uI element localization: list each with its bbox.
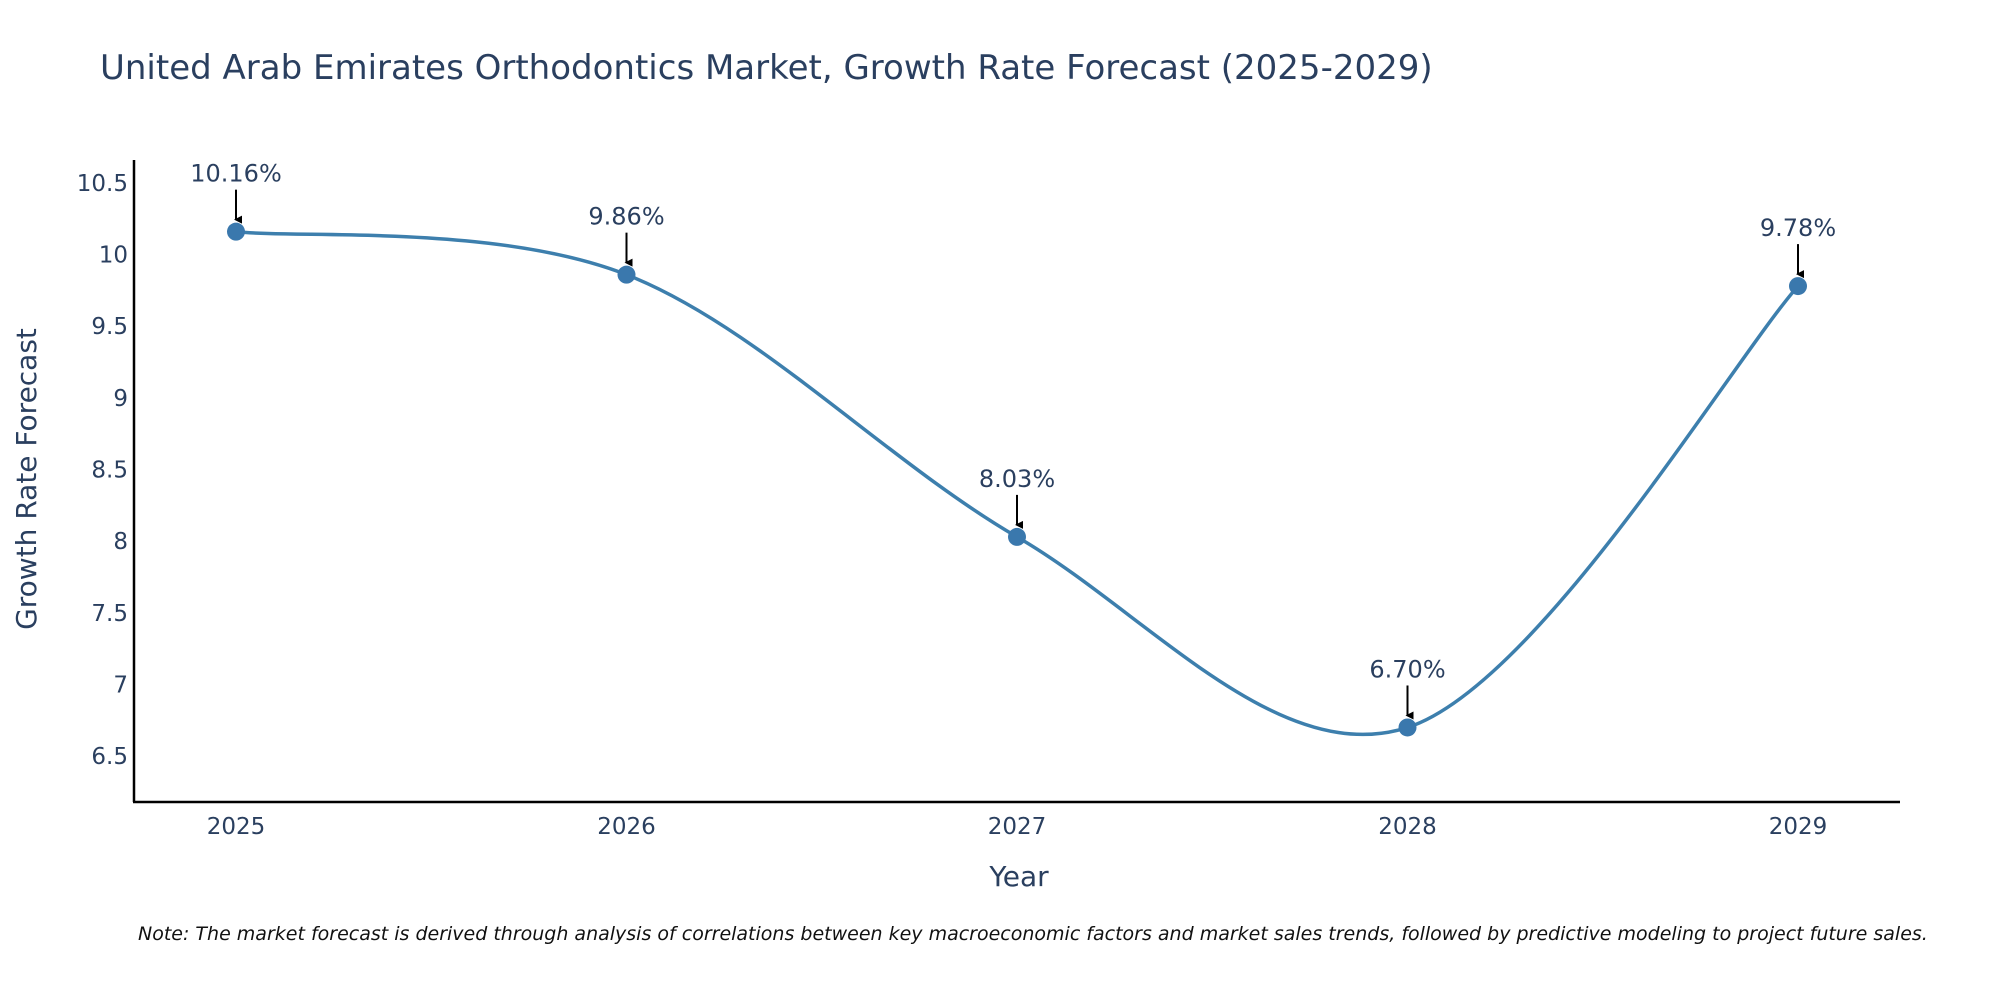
x-axis-ticks: 2025 2026 2027 2028 2029: [207, 814, 1828, 840]
chart-title: United Arab Emirates Orthodontics Market…: [100, 48, 1433, 88]
data-label-annotations: 10.16% 9.86% 8.03% 6.70% 9.78%: [190, 160, 1836, 720]
x-tick-label: 2028: [1378, 814, 1437, 840]
y-tick-label: 10: [99, 243, 128, 269]
x-axis-title: Year: [988, 860, 1049, 893]
data-point: [617, 265, 636, 284]
series-markers: [227, 222, 1807, 737]
x-tick-label: 2025: [207, 814, 266, 840]
data-label: 9.86%: [588, 203, 664, 231]
data-point: [1789, 277, 1807, 296]
footnote: Note: The market forecast is derived thr…: [138, 923, 1928, 945]
data-label: 8.03%: [979, 465, 1055, 493]
y-tick-label: 8.5: [91, 458, 128, 484]
x-tick-label: 2026: [597, 814, 656, 840]
y-tick-label: 7: [113, 672, 128, 698]
data-point: [227, 222, 245, 241]
y-axis-ticks: 6.5 7 7.5 8 8.5 9 9.5 10 10.5: [77, 171, 128, 770]
data-point: [1008, 527, 1026, 546]
y-tick-label: 8: [113, 529, 128, 555]
data-label: 6.70%: [1369, 655, 1445, 683]
data-label: 10.16%: [190, 160, 282, 188]
x-tick-label: 2029: [1769, 814, 1828, 840]
y-axis-title: Growth Rate Forecast: [10, 328, 43, 630]
data-point: [1398, 718, 1417, 737]
x-tick-label: 2027: [988, 814, 1047, 840]
y-tick-label: 6.5: [91, 744, 128, 770]
y-tick-label: 9: [113, 386, 128, 412]
series-line: [235, 229, 1800, 737]
y-tick-label: 10.5: [77, 171, 128, 197]
y-tick-label: 7.5: [91, 601, 128, 627]
data-label: 9.78%: [1760, 214, 1836, 242]
y-tick-label: 9.5: [91, 314, 128, 340]
